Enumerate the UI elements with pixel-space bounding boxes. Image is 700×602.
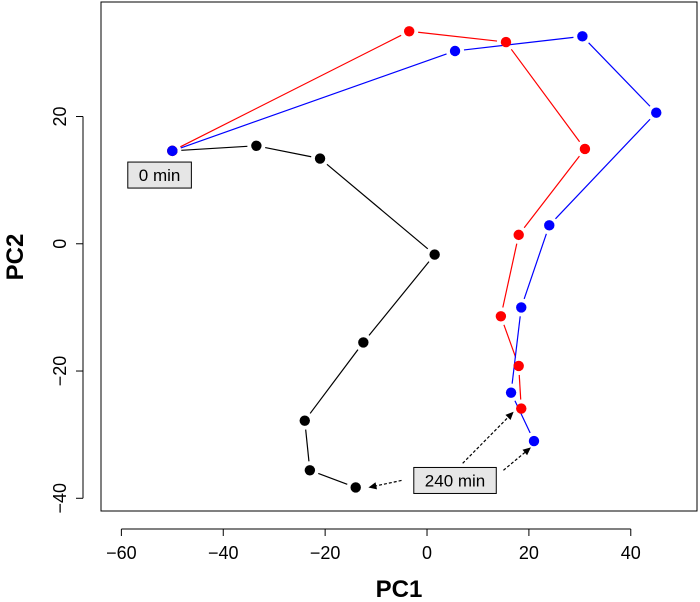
y-tick-label: 0 — [50, 239, 70, 249]
series-0-point — [429, 249, 440, 260]
series-2-point — [528, 435, 540, 447]
series-1-point — [579, 143, 591, 155]
series-0-segment — [181, 145, 248, 151]
y-tick-label: 20 — [50, 107, 70, 127]
series-2-point — [577, 31, 588, 42]
annotation-0-label: 0 min — [139, 166, 181, 185]
series-1-segment — [502, 243, 518, 308]
series-1-point — [513, 229, 524, 241]
series-1-segment — [518, 374, 522, 400]
series-2-segment — [555, 118, 651, 220]
series-2-segment — [511, 316, 521, 384]
series-0-segment — [368, 261, 430, 336]
annotation-0: 0 min — [127, 161, 192, 189]
series-1-point — [403, 26, 415, 37]
annotation-0-box — [127, 161, 192, 189]
arrow-2-head — [522, 447, 531, 456]
series-1-segment — [523, 155, 580, 229]
x-tick-label: 0 — [422, 543, 432, 563]
series-1-point — [513, 360, 524, 372]
series-2-segment — [588, 42, 651, 107]
series-0-point — [299, 415, 310, 426]
y-axis: −40 −20 0 20 — [50, 107, 84, 514]
series-1-point — [495, 311, 507, 322]
series-0-point — [314, 153, 326, 164]
series-2-segment — [180, 53, 447, 149]
annotation-arrows — [368, 411, 531, 490]
series-0-point — [304, 465, 316, 476]
x-tick-label: −20 — [310, 543, 341, 563]
arrow-0-head — [368, 482, 378, 490]
series-0-segment — [326, 163, 429, 250]
series-points — [167, 26, 662, 493]
y-axis-title: PC2 — [2, 234, 29, 281]
series-2-point — [449, 45, 461, 57]
annotation-1-label: 240 min — [425, 471, 485, 490]
annotations: 0 min 240 min — [127, 161, 497, 494]
series-1-point — [500, 36, 512, 48]
series-1-point — [516, 403, 527, 414]
series-0-point — [251, 140, 262, 151]
annotation-1: 240 min — [413, 466, 497, 494]
plot-frame — [100, 1, 698, 512]
series-2-point — [544, 220, 555, 231]
series-0-point — [350, 482, 361, 493]
series-lines — [180, 31, 651, 485]
series-2-point — [167, 145, 178, 157]
x-axis: −60 −40 −20 0 20 40 — [106, 528, 641, 563]
arrow-1-head — [505, 411, 514, 420]
arrow-2-shaft — [503, 452, 526, 471]
y-tick-label: −40 — [50, 483, 70, 514]
series-1-segment — [180, 34, 402, 148]
arrow-0-shaft — [376, 479, 402, 487]
x-tick-label: 20 — [519, 543, 539, 563]
series-0-segment — [305, 429, 310, 462]
series-2-segment — [463, 36, 574, 51]
y-tick-label: −20 — [50, 356, 70, 387]
series-2-point — [505, 387, 517, 398]
x-tick-label: 40 — [621, 543, 641, 563]
series-2-point — [516, 302, 527, 313]
series-0-segment — [318, 472, 348, 485]
x-tick-label: −40 — [208, 543, 239, 563]
series-0-segment — [265, 146, 312, 158]
x-axis-title: PC1 — [376, 576, 423, 602]
series-2-point — [651, 107, 662, 118]
series-1-segment — [503, 324, 517, 358]
series-2-segment — [523, 233, 547, 300]
annotation-1-box — [413, 466, 497, 494]
x-tick-label: −60 — [106, 543, 137, 563]
series-1-segment — [510, 48, 581, 143]
series-0-point — [358, 337, 369, 348]
series-0-segment — [309, 349, 359, 414]
arrow-1-shaft — [462, 417, 509, 464]
series-1-segment — [418, 31, 498, 42]
